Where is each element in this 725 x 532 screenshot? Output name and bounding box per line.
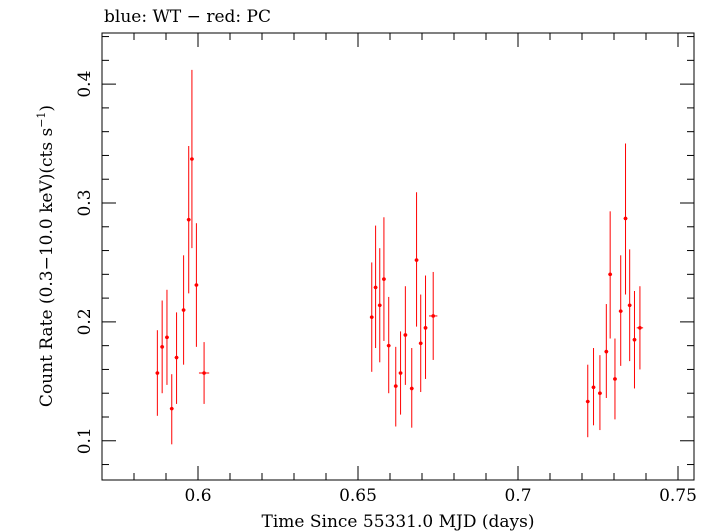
data-point <box>418 294 423 393</box>
data-point <box>174 312 179 404</box>
data-point <box>414 192 419 327</box>
point-marker <box>623 216 628 221</box>
point-marker <box>585 399 590 404</box>
point-marker <box>155 371 160 375</box>
plot-frame <box>101 32 695 481</box>
data-point <box>393 346 398 427</box>
x-tick-label: 0.7 <box>504 486 531 506</box>
data-point <box>585 364 590 438</box>
data-point <box>604 304 609 398</box>
point-marker <box>598 391 602 396</box>
data-point <box>403 286 408 385</box>
data-point <box>160 300 165 394</box>
point-marker <box>393 384 398 388</box>
data-point <box>181 255 186 365</box>
point-marker <box>202 371 206 375</box>
point-marker <box>418 341 423 346</box>
data-point <box>386 296 391 394</box>
data-point <box>369 262 374 372</box>
data-point <box>382 217 386 341</box>
y-axis-label: Count Rate (0.3−10.0 keV)(cts s−1) <box>35 105 57 407</box>
data-point <box>623 143 628 295</box>
data-point <box>190 69 194 249</box>
point-marker <box>431 314 436 318</box>
data-point <box>198 342 210 404</box>
point-marker <box>638 326 642 330</box>
data-point <box>194 223 199 347</box>
x-tick-label: 0.75 <box>659 486 697 506</box>
data-point <box>608 211 613 339</box>
point-marker <box>608 272 612 277</box>
x-tick-label: 0.6 <box>184 486 211 506</box>
data-point <box>373 225 378 349</box>
data-point <box>169 374 174 445</box>
point-marker <box>409 386 414 391</box>
point-marker <box>165 335 169 340</box>
axis-tick-labels: 0.6 0.65 0.7 0.75 0.1 0.2 0.3 0.4 <box>75 71 697 506</box>
data-point <box>598 355 602 431</box>
point-marker <box>369 315 374 319</box>
data-points <box>155 69 644 445</box>
point-marker <box>373 285 378 290</box>
y-tick-label: 0.3 <box>75 189 95 216</box>
point-marker <box>414 258 419 262</box>
point-marker <box>160 345 164 349</box>
point-marker <box>186 217 191 222</box>
data-point <box>613 338 617 420</box>
x-axis-label: Time Since 55331.0 MJD (days) <box>262 512 535 532</box>
point-marker <box>632 337 637 342</box>
y-tick-label: 0.4 <box>75 71 95 98</box>
point-marker <box>169 406 174 411</box>
data-point <box>409 348 414 428</box>
point-marker <box>618 309 623 313</box>
y-axis-label-main: Count Rate (0.3−10.0 keV)(cts s <box>37 128 57 407</box>
point-marker <box>613 377 617 381</box>
point-marker <box>398 371 403 375</box>
point-marker <box>382 277 386 281</box>
data-point <box>165 289 169 385</box>
y-tick-label: 0.1 <box>75 427 95 454</box>
x-tick-label: 0.65 <box>339 486 377 506</box>
point-marker <box>190 157 194 161</box>
data-point <box>636 286 644 370</box>
point-marker <box>377 303 382 308</box>
data-point <box>618 255 623 366</box>
point-marker <box>604 349 609 354</box>
y-axis-label-superscript: −1 <box>35 112 48 128</box>
data-point <box>429 271 438 360</box>
point-marker <box>591 385 596 390</box>
point-marker <box>386 343 391 348</box>
point-marker <box>423 326 428 330</box>
point-marker <box>194 283 199 287</box>
point-marker <box>403 333 408 337</box>
y-axis-label-end: ) <box>37 105 57 112</box>
data-point <box>632 290 637 389</box>
y-tick-label: 0.2 <box>75 308 95 335</box>
data-point <box>377 248 382 363</box>
point-marker <box>627 303 632 308</box>
point-marker <box>174 355 179 360</box>
point-marker <box>181 308 186 312</box>
data-point <box>155 330 160 416</box>
data-point <box>423 275 428 379</box>
axis-ticks <box>101 33 694 480</box>
data-point <box>627 249 632 362</box>
data-point <box>398 331 403 415</box>
data-point <box>591 348 596 426</box>
data-point <box>186 145 191 294</box>
chart-title: blue: WT − red: PC <box>104 7 271 27</box>
